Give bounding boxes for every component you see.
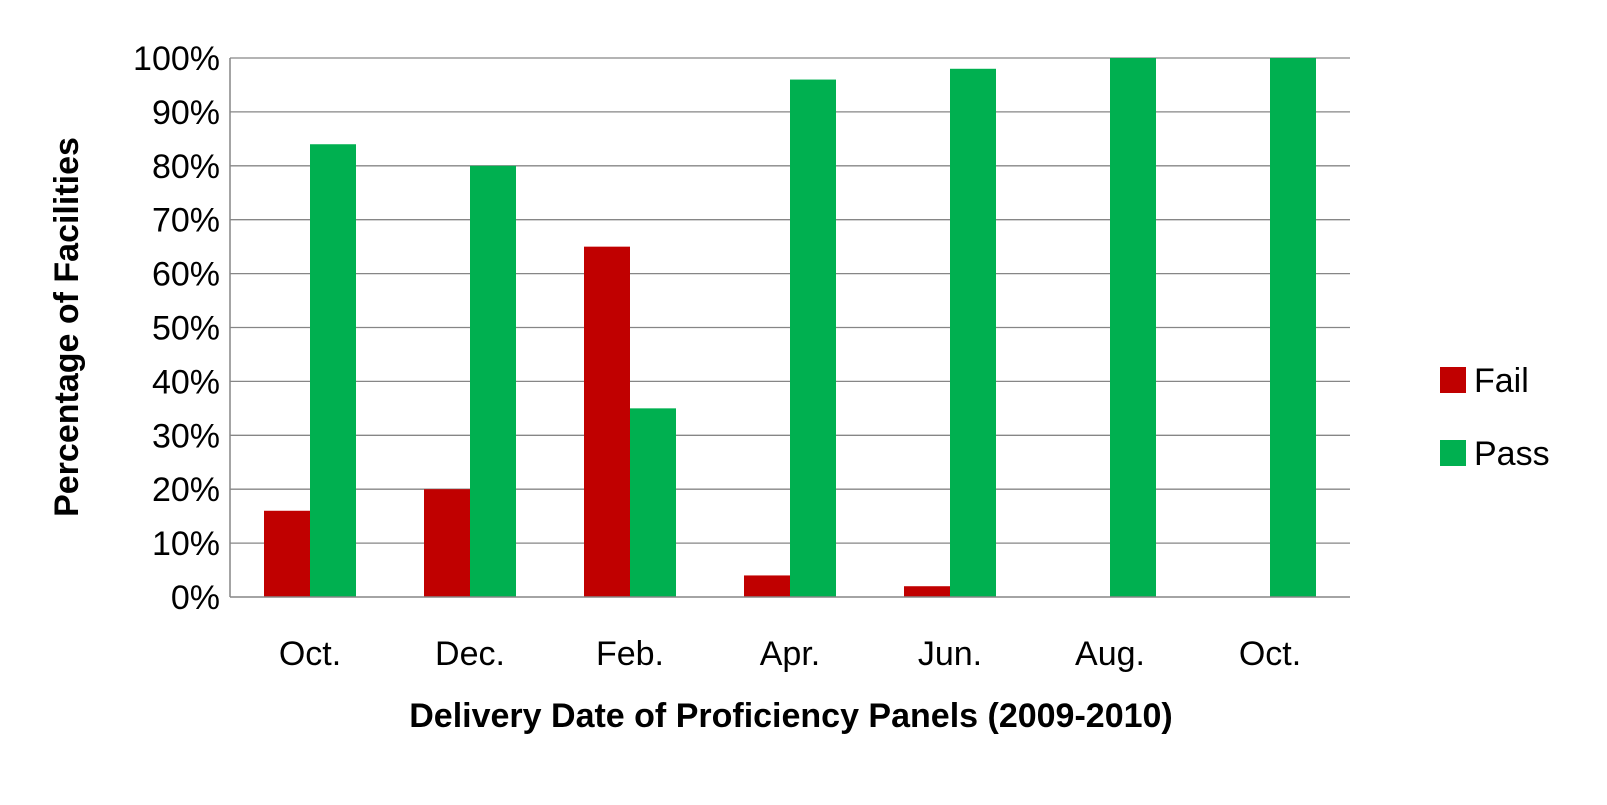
y-tick-label: 80% <box>152 148 220 186</box>
bar-pass <box>1110 58 1156 597</box>
bar-fail <box>904 586 950 597</box>
x-tick-label: Apr. <box>760 635 820 673</box>
legend-label-fail: Fail <box>1474 362 1529 400</box>
y-tick-label: 0% <box>171 579 220 617</box>
bar-pass <box>790 79 836 597</box>
bar-fail <box>744 575 790 597</box>
bar-fail <box>584 246 630 597</box>
y-tick-label: 90% <box>152 94 220 132</box>
bar-fail <box>264 510 310 597</box>
bar-pass <box>950 68 996 597</box>
y-tick-label: 30% <box>152 417 220 455</box>
y-tick-label: 100% <box>133 40 220 78</box>
x-axis-title: Delivery Date of Proficiency Panels (200… <box>409 697 1173 735</box>
bar-pass <box>1270 58 1316 597</box>
y-tick-label: 10% <box>152 525 220 563</box>
bars <box>264 58 1316 598</box>
x-tick-label: Oct. <box>1239 635 1301 673</box>
legend-label-pass: Pass <box>1474 435 1550 473</box>
x-tick-label: Aug. <box>1075 635 1145 673</box>
x-tick-label: Dec. <box>435 635 505 673</box>
bar-pass <box>630 408 676 597</box>
legend-swatch-fail <box>1440 367 1466 393</box>
y-tick-labels: 0% 10% 20% 30% 40% 50% 60% 70% 80% 90% 100% <box>133 40 220 617</box>
bar-pass <box>310 144 356 598</box>
axes <box>229 58 1350 598</box>
y-tick-label: 20% <box>152 471 220 509</box>
x-tick-label: Jun. <box>918 635 982 673</box>
y-axis-title: Percentage of Facilities <box>48 137 86 517</box>
y-tick-label: 70% <box>152 202 220 240</box>
y-tick-label: 60% <box>152 256 220 294</box>
legend: Fail Pass <box>1440 362 1550 473</box>
x-tick-label: Feb. <box>596 635 664 673</box>
x-tick-label: Oct. <box>279 635 341 673</box>
bar-pass <box>470 165 516 598</box>
y-tick-label: 50% <box>152 310 220 348</box>
bar-fail <box>424 489 470 597</box>
legend-swatch-pass <box>1440 440 1466 466</box>
y-tick-label: 40% <box>152 363 220 401</box>
x-tick-labels: Oct. Dec. Feb. Apr. Jun. Aug. Oct. <box>279 635 1301 673</box>
